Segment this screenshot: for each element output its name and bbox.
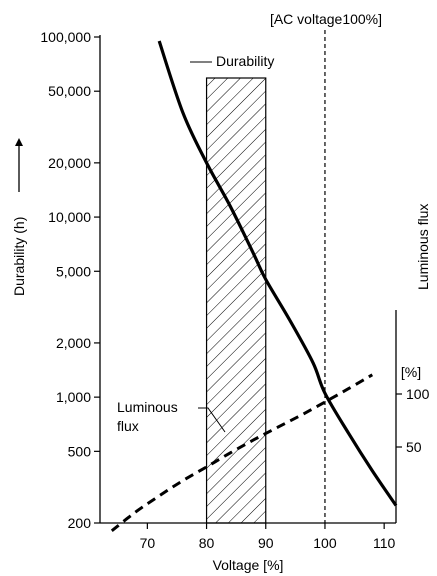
y-tick-label: 5,000 (56, 263, 91, 279)
ac-voltage-label: [AC voltage100%] (270, 11, 382, 27)
y2-axis-label: Luminous flux (415, 204, 431, 290)
y2-tick-label: 50 (406, 439, 422, 455)
y-tick-label: 10,000 (48, 209, 91, 225)
luminous-callout-line2: flux (117, 418, 139, 434)
x-tick-label: 90 (258, 535, 274, 551)
durability-series-line (157, 40, 398, 507)
luminous-callout-line1: Luminous (117, 399, 178, 415)
x-tick-label: 70 (140, 535, 156, 551)
y-axis-arrow-head (15, 138, 23, 146)
x-axis-label: Voltage [%] (213, 557, 284, 573)
y-tick-label: 100,000 (40, 29, 91, 45)
y2-axis-unit: [%] (401, 364, 421, 380)
x-tick-label: 110 (373, 535, 396, 551)
voltage-range-hatch (205, 77, 267, 524)
x-tick-label: 80 (199, 535, 215, 551)
y-tick-label: 20,000 (48, 155, 91, 171)
y-axis-title: Durability (h) (11, 138, 27, 296)
y-axis-label: Durability (h) (11, 217, 27, 296)
y-tick-label: 2,000 (56, 335, 91, 351)
y-tick-label: 200 (68, 515, 92, 531)
y-tick-label: 1,000 (56, 389, 91, 405)
durability-callout: Durability (216, 53, 274, 69)
y-tick-label: 500 (68, 443, 92, 459)
luminous-leader (198, 407, 226, 433)
y2-tick-label: 100 (406, 386, 430, 402)
x-tick-label: 100 (313, 535, 337, 551)
y-tick-label: 50,000 (48, 83, 91, 99)
luminous-flux-series-line (110, 373, 374, 532)
